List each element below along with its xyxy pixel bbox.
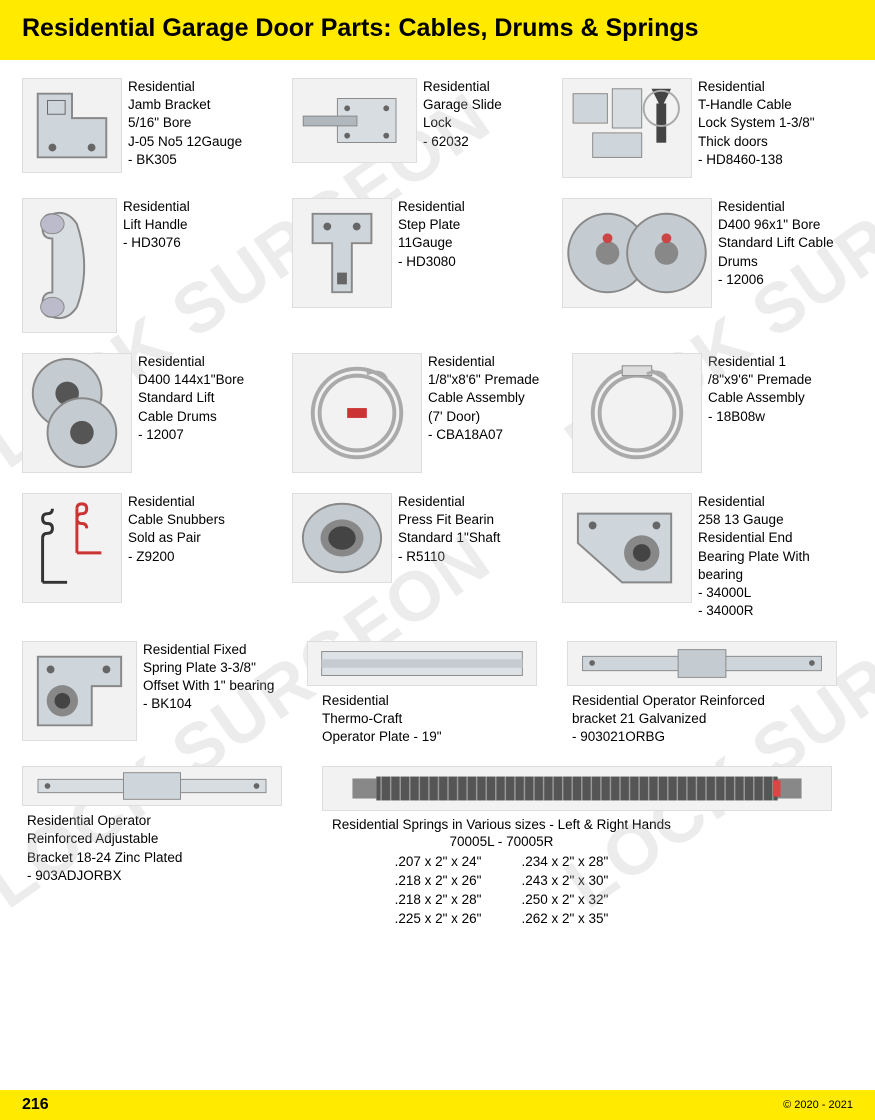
product-item: Residential FixedSpring Plate 3-3/8"Offs… xyxy=(22,641,307,747)
product-text: ResidentialGarage SlideLock- 62032 xyxy=(417,78,502,151)
product-image-spring-plate xyxy=(22,641,137,741)
springs-col-1: .207 x 2" x 24".218 x 2" x 26".218 x 2" … xyxy=(395,853,482,929)
product-text: ResidentialD400 96x1" BoreStandard Lift … xyxy=(712,198,834,289)
product-text: ResidentialLift Handle- HD3076 xyxy=(117,198,190,253)
product-text: ResidentialPress Fit BearinStandard 1"Sh… xyxy=(392,493,500,566)
product-row: Residential OperatorReinforced Adjustabl… xyxy=(22,766,853,929)
content-area: LOCK SURGEON LOCK SURGEON LOCK SURGEON L… xyxy=(0,60,875,929)
product-image-cable-drums-144 xyxy=(22,353,132,473)
product-image-lift-handle xyxy=(22,198,117,333)
springs-title: Residential Springs in Various sizes - L… xyxy=(332,817,671,832)
product-text: Residential Operator Reinforcedbracket 2… xyxy=(567,692,765,747)
product-image-step-plate xyxy=(292,198,392,308)
product-text: ResidentialD400 144x1"BoreStandard LiftC… xyxy=(132,353,244,444)
copyright: © 2020 - 2021 xyxy=(783,1099,853,1111)
product-row: ResidentialLift Handle- HD3076 Residenti… xyxy=(22,198,853,333)
product-image-cable-assembly-9 xyxy=(572,353,702,473)
product-image-snubbers xyxy=(22,493,122,603)
product-item: ResidentialT-Handle CableLock System 1-3… xyxy=(562,78,852,178)
product-item: Residential1/8"x8'6" PremadeCable Assemb… xyxy=(292,353,572,473)
product-item: Residential258 13 GaugeResidential EndBe… xyxy=(562,493,852,621)
product-image-press-fit-bearing xyxy=(292,493,392,583)
product-image-springs xyxy=(322,766,832,811)
page-title: Residential Garage Door Parts: Cables, D… xyxy=(22,14,853,43)
product-text: Residential OperatorReinforced Adjustabl… xyxy=(22,812,182,885)
product-image-adjustable-bracket xyxy=(22,766,282,806)
product-text: ResidentialStep Plate11Gauge- HD3080 xyxy=(392,198,465,271)
product-text: ResidentialCable SnubbersSold as Pair- Z… xyxy=(122,493,225,566)
page-header: Residential Garage Door Parts: Cables, D… xyxy=(0,0,875,60)
product-image-operator-plate xyxy=(307,641,537,686)
springs-subtitle: 70005L - 70005R xyxy=(332,834,671,849)
product-item: ResidentialD400 144x1"BoreStandard LiftC… xyxy=(22,353,292,473)
product-row: Residential FixedSpring Plate 3-3/8"Offs… xyxy=(22,641,853,747)
product-text: ResidentialJamb Bracket5/16" BoreJ-05 No… xyxy=(122,78,242,169)
product-item: Residential 1/8"x9'6" PremadeCable Assem… xyxy=(572,353,852,473)
product-item: ResidentialLift Handle- HD3076 xyxy=(22,198,292,333)
product-row: ResidentialD400 144x1"BoreStandard LiftC… xyxy=(22,353,853,473)
product-image-cable-assembly-7 xyxy=(292,353,422,473)
product-item: ResidentialD400 96x1" BoreStandard Lift … xyxy=(562,198,852,333)
product-item: ResidentialStep Plate11Gauge- HD3080 xyxy=(292,198,562,333)
product-row: ResidentialCable SnubbersSold as Pair- Z… xyxy=(22,493,853,621)
product-item: ResidentialJamb Bracket5/16" BoreJ-05 No… xyxy=(22,78,292,178)
product-image-cable-drums-96 xyxy=(562,198,712,308)
product-text: Residential1/8"x8'6" PremadeCable Assemb… xyxy=(422,353,539,444)
product-item: ResidentialCable SnubbersSold as Pair- Z… xyxy=(22,493,292,621)
product-text: ResidentialT-Handle CableLock System 1-3… xyxy=(692,78,815,169)
product-image-reinforced-bracket-21 xyxy=(567,641,837,686)
product-image-jamb-bracket xyxy=(22,78,122,173)
product-item: Residential Operator Reinforcedbracket 2… xyxy=(567,641,852,747)
page-number: 216 xyxy=(22,1096,49,1114)
product-item: ResidentialPress Fit BearinStandard 1"Sh… xyxy=(292,493,562,621)
springs-col-2: .234 x 2" x 28".243 x 2" x 30".250 x 2" … xyxy=(521,853,608,929)
product-text: Residential FixedSpring Plate 3-3/8"Offs… xyxy=(137,641,274,714)
page-footer: 216 © 2020 - 2021 xyxy=(0,1090,875,1120)
product-item: Residential OperatorReinforced Adjustabl… xyxy=(22,766,302,929)
springs-text-block: Residential Springs in Various sizes - L… xyxy=(332,817,671,929)
product-text: Residential258 13 GaugeResidential EndBe… xyxy=(692,493,810,621)
product-image-slide-lock xyxy=(292,78,417,163)
product-image-bearing-plate xyxy=(562,493,692,603)
product-text: ResidentialThermo-CraftOperator Plate - … xyxy=(307,692,442,747)
product-item: ResidentialGarage SlideLock- 62032 xyxy=(292,78,562,178)
springs-size-columns: .207 x 2" x 24".218 x 2" x 26".218 x 2" … xyxy=(332,853,671,929)
product-row: ResidentialJamb Bracket5/16" BoreJ-05 No… xyxy=(22,78,853,178)
product-item-springs: Residential Springs in Various sizes - L… xyxy=(302,766,842,929)
product-item: ResidentialThermo-CraftOperator Plate - … xyxy=(307,641,567,747)
product-image-t-handle xyxy=(562,78,692,178)
product-text: Residential 1/8"x9'6" PremadeCable Assem… xyxy=(702,353,812,426)
